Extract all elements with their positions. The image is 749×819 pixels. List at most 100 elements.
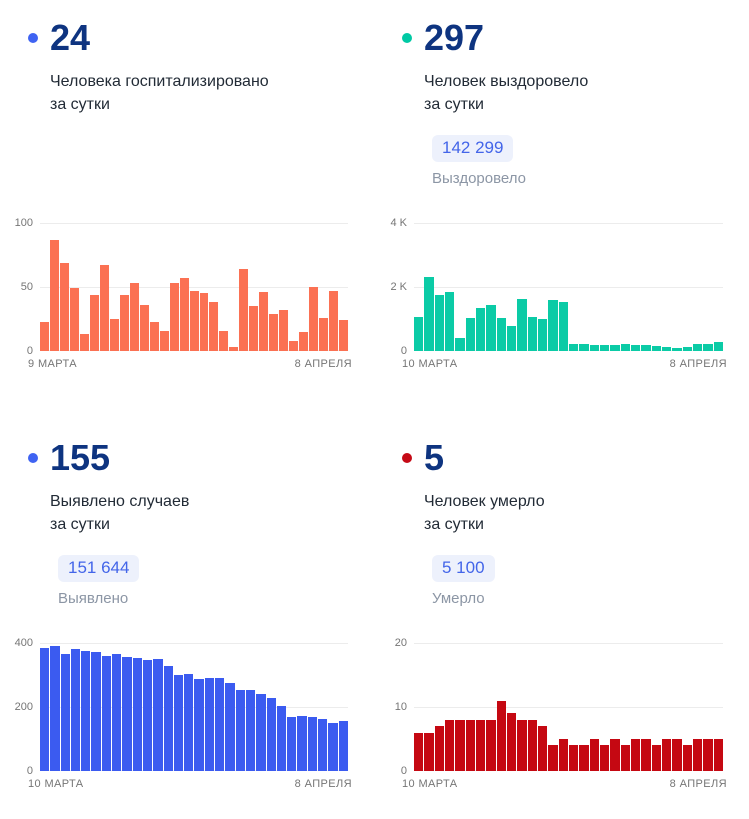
bar	[496, 317, 506, 351]
panel-subtitle: Человек выздоровело за сутки	[424, 70, 725, 116]
x-label-end: 8 АПРЕЛЯ	[294, 778, 352, 790]
x-axis-labels: 10 МАРТА 8 АПРЕЛЯ	[402, 778, 727, 790]
panel-info: 297 Человек выздоровело за сутки 142 299…	[374, 0, 749, 223]
x-label-end: 8 АПРЕЛЯ	[669, 778, 727, 790]
bar	[641, 739, 651, 771]
x-axis-labels: 9 МАРТА 8 АПРЕЛЯ	[28, 358, 352, 370]
bar	[49, 239, 59, 351]
panel-header: 24	[28, 18, 374, 58]
panel-confirmed: 155 Выявлено случаев за сутки 151 644 Вы…	[0, 420, 374, 819]
bar	[204, 678, 215, 771]
subtitle-line-2: за сутки	[424, 516, 484, 533]
bar	[548, 745, 558, 771]
bar	[475, 719, 486, 771]
bar	[672, 347, 682, 351]
bar-chart-recovered: 4 K 2 K 0 10 МАРТА 8 АПРЕЛЯ	[374, 217, 749, 370]
bar	[229, 347, 239, 351]
bar-chart-deaths: 20 10 0 10 МАРТА 8 АПРЕЛЯ	[374, 637, 749, 790]
bar	[506, 713, 517, 771]
bar	[651, 345, 661, 351]
y-tick-mid: 200	[14, 701, 33, 713]
bar	[122, 656, 132, 771]
bar	[434, 726, 444, 771]
headline-value: 5	[424, 437, 445, 478]
bar	[537, 318, 548, 351]
y-tick-max: 100	[14, 217, 33, 229]
bar	[537, 726, 548, 771]
bar	[610, 739, 620, 771]
total-badge-wrap: 142 299	[432, 135, 749, 162]
bar	[279, 310, 289, 351]
bar-chart-hospitalized: 100 50 0 9 МАРТА 8 АПРЕЛЯ	[0, 217, 374, 370]
bar	[69, 288, 79, 351]
bars-series	[40, 223, 349, 351]
bar	[225, 682, 235, 771]
bar	[661, 739, 672, 771]
subtitle-line-1: Человек умерло	[424, 493, 545, 510]
gridline-mid	[414, 287, 723, 288]
bar	[153, 659, 163, 771]
bar	[486, 719, 496, 771]
y-tick-max: 4 K	[390, 217, 407, 229]
total-badge-label: Выявлено	[58, 590, 129, 607]
chart-plot-area: 4 K 2 K 0	[390, 217, 723, 357]
gridline-max	[414, 223, 723, 224]
panel-recovered: 297 Человек выздоровело за сутки 142 299…	[374, 0, 749, 420]
bar	[249, 306, 259, 351]
bar	[589, 739, 599, 771]
bar	[630, 344, 641, 351]
bar	[239, 269, 249, 351]
panel-header: 5	[402, 438, 749, 478]
bars-series	[414, 223, 723, 351]
gridline-mid	[40, 287, 348, 288]
bar	[682, 346, 692, 351]
y-tick-zero: 0	[26, 345, 33, 357]
bar	[245, 689, 256, 771]
bar	[610, 344, 620, 351]
bar	[189, 290, 199, 351]
bar	[434, 294, 444, 351]
gridline-base	[414, 350, 723, 351]
bar	[414, 732, 424, 771]
bar	[169, 283, 179, 351]
bar	[289, 340, 299, 351]
bar	[60, 653, 70, 771]
bar	[620, 745, 630, 771]
bar	[713, 739, 723, 771]
bar	[517, 298, 527, 351]
bar	[703, 739, 713, 771]
bar	[99, 265, 109, 351]
bar	[79, 334, 89, 351]
bar	[329, 290, 339, 351]
panel-header: 155	[28, 438, 374, 478]
headline-value: 155	[50, 437, 111, 478]
bar	[163, 666, 173, 771]
subtitle-line-1: Человек выздоровело	[424, 73, 589, 90]
bar	[589, 344, 599, 351]
y-tick-zero: 0	[26, 765, 33, 777]
bar	[209, 302, 219, 351]
panel-deaths: 5 Человек умерло за сутки 5 100 Умерло 2…	[374, 420, 749, 819]
bar	[444, 292, 455, 351]
panel-info: 155 Выявлено случаев за сутки 151 644 Вы…	[0, 420, 374, 643]
bar	[184, 674, 194, 771]
gridline-base	[40, 770, 348, 771]
y-tick-mid: 10	[394, 701, 407, 713]
bar	[465, 317, 475, 351]
bar	[641, 344, 651, 351]
chart-plot-area: 20 10 0	[395, 637, 723, 777]
bar	[159, 330, 169, 351]
bar	[339, 320, 349, 351]
x-label-start: 10 МАРТА	[402, 778, 458, 790]
subtitle-line-1: Выявлено случаев	[50, 493, 190, 510]
panel-info: 5 Человек умерло за сутки 5 100 Умерло	[374, 420, 749, 643]
bar	[568, 745, 579, 771]
total-badge-label: Умерло	[432, 590, 485, 607]
bar	[318, 718, 328, 771]
bar	[579, 344, 589, 351]
gridline-base	[414, 770, 723, 771]
total-badge: 151 644	[58, 555, 140, 582]
bar	[142, 659, 153, 771]
bar	[276, 706, 287, 771]
bar	[235, 690, 245, 771]
